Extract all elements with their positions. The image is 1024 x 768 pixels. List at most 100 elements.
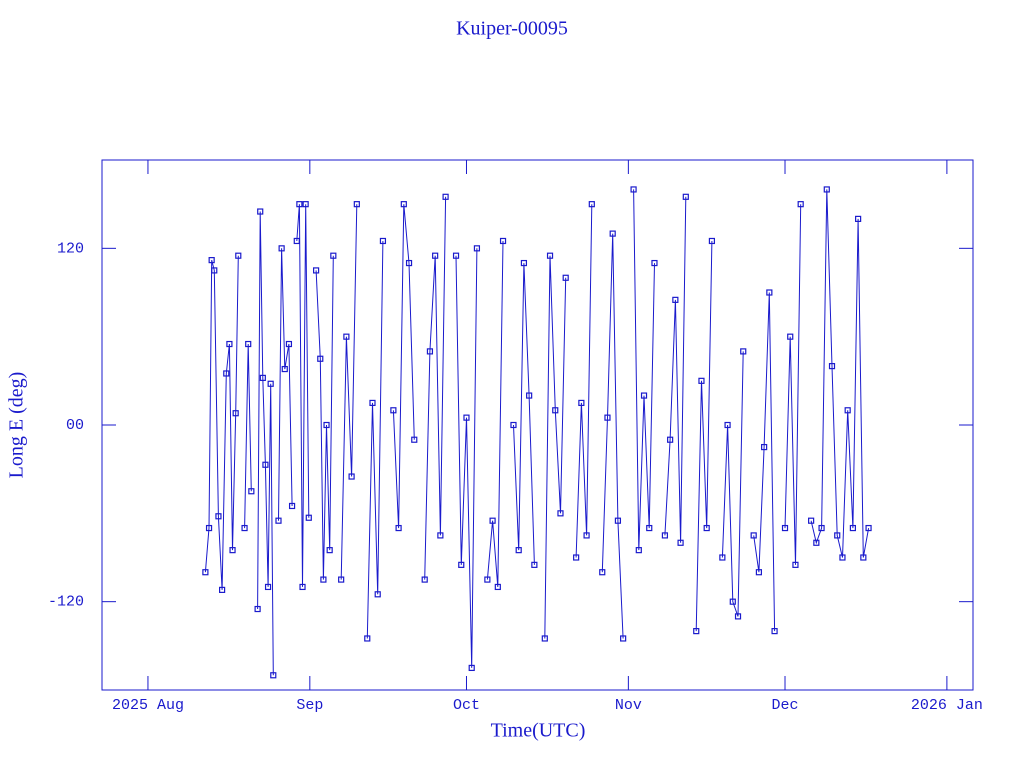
x-tick-label: Dec xyxy=(772,697,799,714)
data-point xyxy=(588,201,595,208)
data-point xyxy=(546,252,554,259)
data-point xyxy=(844,407,851,414)
data-point xyxy=(719,554,726,561)
x-tick-label: 2026 Jan xyxy=(911,697,983,714)
data-point xyxy=(750,532,757,539)
data-point xyxy=(729,598,736,605)
data-point xyxy=(828,363,836,370)
y-axis-label: Long E (deg) xyxy=(6,372,28,479)
data-point xyxy=(724,421,731,429)
data-point xyxy=(510,421,517,429)
data-point xyxy=(552,407,559,414)
data-point xyxy=(740,348,747,355)
data-point xyxy=(426,348,434,355)
data-point xyxy=(635,547,642,554)
data-point xyxy=(452,252,460,259)
data-point xyxy=(421,576,428,583)
data-point xyxy=(661,532,669,539)
data-point xyxy=(437,532,444,539)
data-point xyxy=(400,201,407,208)
data-point xyxy=(317,355,324,362)
data-point xyxy=(270,672,277,679)
data-point xyxy=(264,583,272,591)
data-point xyxy=(573,554,580,561)
data-point xyxy=(823,186,830,193)
data-point xyxy=(682,193,689,200)
data-point xyxy=(541,635,548,642)
data-point xyxy=(468,664,475,672)
data-point xyxy=(489,517,496,524)
data-point xyxy=(353,201,360,208)
data-point xyxy=(293,237,300,245)
data-point xyxy=(202,569,209,576)
data-point xyxy=(267,380,274,387)
data-point xyxy=(369,399,376,407)
data-point xyxy=(609,230,616,237)
y-tick-label: -120 xyxy=(48,594,84,611)
data-point xyxy=(797,201,804,208)
data-point xyxy=(348,473,355,480)
data-point xyxy=(808,517,815,524)
data-point xyxy=(693,628,700,635)
data-point xyxy=(614,517,622,524)
data-point xyxy=(781,524,789,532)
data-point xyxy=(640,392,648,399)
data-point xyxy=(211,267,218,274)
data-point xyxy=(275,517,282,524)
data-point xyxy=(223,370,230,377)
data-point xyxy=(761,443,768,451)
x-tick-label: Nov xyxy=(615,697,642,714)
data-point xyxy=(562,274,569,281)
data-point xyxy=(766,289,773,296)
data-point xyxy=(390,407,397,414)
x-axis-label: Time(UTC) xyxy=(491,720,586,742)
data-point xyxy=(771,628,778,635)
data-point xyxy=(235,252,242,259)
data-point xyxy=(520,259,528,267)
data-point xyxy=(326,547,333,554)
data-point xyxy=(834,532,841,539)
data-point xyxy=(442,193,449,200)
data-point xyxy=(620,635,627,642)
data-point xyxy=(205,524,213,532)
data-point xyxy=(630,186,637,193)
plot-frame xyxy=(101,159,974,691)
data-point xyxy=(281,365,288,373)
data-point xyxy=(226,340,233,348)
data-point xyxy=(432,252,439,259)
x-tick-label: Sep xyxy=(296,697,323,714)
data-point xyxy=(411,436,418,443)
data-point xyxy=(302,201,309,208)
data-point xyxy=(395,524,402,532)
data-point xyxy=(578,399,585,407)
chart-title: Kuiper-00095 xyxy=(456,18,568,40)
data-point xyxy=(257,208,264,215)
data-point xyxy=(531,561,538,568)
data-point xyxy=(651,259,658,267)
data-point xyxy=(364,635,371,642)
data-point xyxy=(312,267,320,274)
data-point xyxy=(839,554,846,561)
data-point xyxy=(405,259,413,267)
data-point xyxy=(484,576,491,583)
data-point xyxy=(241,524,248,532)
data-point xyxy=(299,583,306,591)
data-point xyxy=(259,374,266,381)
data-point xyxy=(604,414,611,421)
data-point xyxy=(262,461,269,468)
data-point xyxy=(229,547,236,554)
data-point xyxy=(646,524,653,532)
data-point xyxy=(343,333,350,340)
data-point xyxy=(734,613,742,620)
x-tick-label: Oct xyxy=(453,697,480,714)
data-point xyxy=(374,591,381,598)
data-point xyxy=(855,215,862,222)
data-point xyxy=(254,605,261,613)
data-point xyxy=(232,410,239,417)
data-point xyxy=(860,554,867,561)
data-point xyxy=(323,421,330,429)
data-point xyxy=(813,539,820,546)
data-point xyxy=(248,488,255,495)
data-point xyxy=(557,510,564,517)
